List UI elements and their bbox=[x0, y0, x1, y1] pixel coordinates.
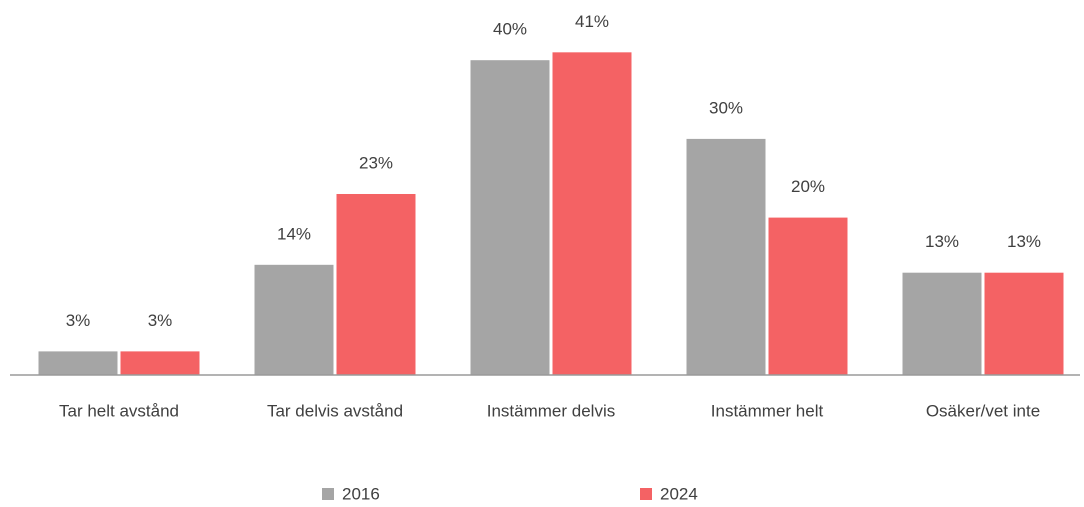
bar bbox=[336, 193, 416, 375]
data-label: 3% bbox=[66, 311, 91, 330]
x-tick-label: Tar helt avstånd bbox=[59, 401, 179, 420]
legend-swatch bbox=[640, 488, 652, 500]
bar bbox=[120, 351, 200, 375]
legend-swatch bbox=[322, 488, 334, 500]
data-label: 30% bbox=[709, 98, 743, 117]
bar bbox=[984, 272, 1064, 375]
data-label: 41% bbox=[575, 12, 609, 31]
data-label: 13% bbox=[925, 232, 959, 251]
bar bbox=[686, 138, 766, 375]
data-label: 14% bbox=[277, 224, 311, 243]
x-tick-label: Tar delvis avstånd bbox=[267, 401, 403, 420]
bar bbox=[470, 60, 550, 375]
data-label: 40% bbox=[493, 20, 527, 39]
bar bbox=[254, 264, 334, 375]
bar bbox=[38, 351, 118, 375]
data-label: 23% bbox=[359, 153, 393, 172]
x-tick-label: Instämmer helt bbox=[711, 401, 824, 420]
data-label: 13% bbox=[1007, 232, 1041, 251]
bar bbox=[768, 217, 848, 375]
bar bbox=[552, 52, 632, 376]
bar bbox=[902, 272, 982, 375]
x-tick-label: Instämmer delvis bbox=[487, 401, 615, 420]
legend-label: 2024 bbox=[660, 484, 698, 503]
x-tick-label: Osäker/vet inte bbox=[926, 401, 1040, 420]
data-label: 3% bbox=[148, 311, 173, 330]
data-label: 20% bbox=[791, 177, 825, 196]
legend-label: 2016 bbox=[342, 484, 380, 503]
